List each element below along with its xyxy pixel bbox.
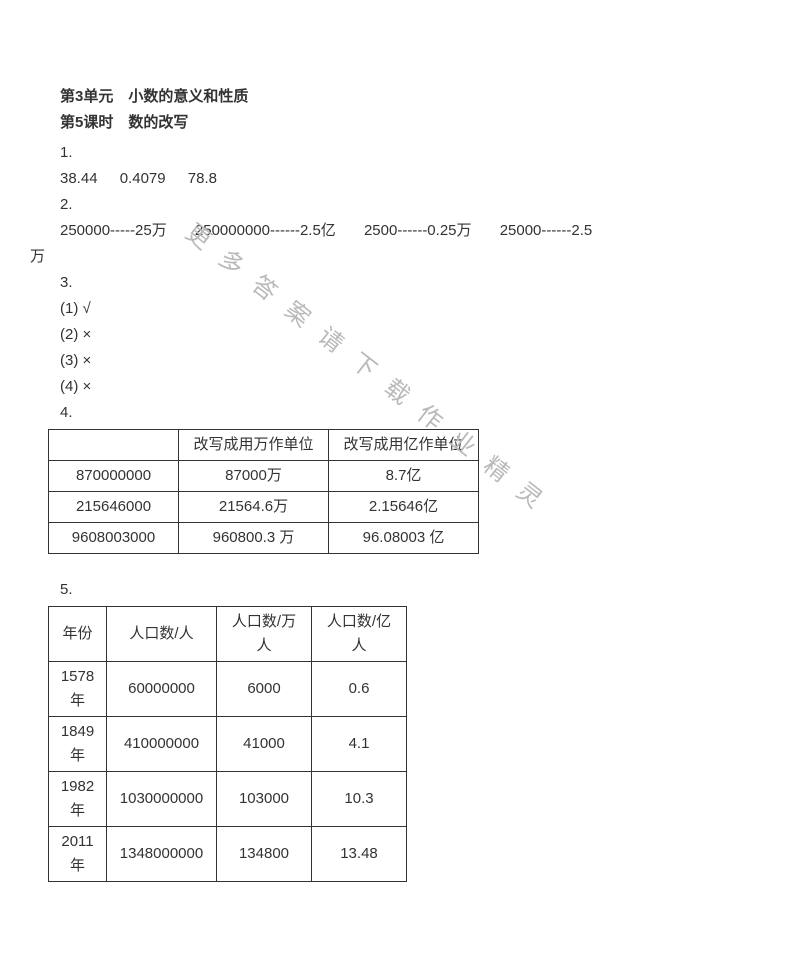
table-cell: 87000万 [179, 461, 329, 492]
table-header: 改写成用万作单位 [179, 430, 329, 461]
table-cell: 134800 [217, 827, 312, 882]
q2-pair: 25000------2.5 [500, 222, 593, 239]
table-cell: 4.1 [312, 717, 407, 772]
lesson-heading: 第5课时 数的改写 [60, 111, 770, 135]
q1-value: 0.4079 [120, 170, 166, 187]
question-2-trailing: 万 [30, 245, 770, 269]
table-cell: 410000000 [107, 717, 217, 772]
question-2-number: 2. [60, 193, 770, 217]
question-1-answers: 38.44 0.4079 78.8 [60, 167, 770, 191]
table-cell: 1982年 [49, 772, 107, 827]
table-header [49, 430, 179, 461]
table-cell: 1348000000 [107, 827, 217, 882]
table-cell: 10.3 [312, 772, 407, 827]
question-5-number: 5. [60, 578, 770, 602]
q3-item: (4) × [60, 375, 770, 399]
table-cell: 2.15646亿 [329, 492, 479, 523]
q1-value: 78.8 [188, 170, 217, 187]
q3-item: (2) × [60, 323, 770, 347]
table-header: 人口数/亿人 [312, 607, 407, 662]
document-content: 第3单元 小数的意义和性质 第5课时 数的改写 1. 38.44 0.4079 … [0, 0, 800, 912]
table-cell: 1849年 [49, 717, 107, 772]
q3-item: (1) √ [60, 297, 770, 321]
table-cell: 60000000 [107, 662, 217, 717]
table-cell: 870000000 [49, 461, 179, 492]
table-cell: 13.48 [312, 827, 407, 882]
table-cell: 0.6 [312, 662, 407, 717]
table-cell: 960800.3 万 [179, 523, 329, 554]
question-3-number: 3. [60, 271, 770, 295]
q1-value: 38.44 [60, 170, 98, 187]
table-header: 人口数/人 [107, 607, 217, 662]
q2-pair: 250000000------2.5亿 [195, 222, 336, 239]
table-row: 1578年 60000000 6000 0.6 [49, 662, 407, 717]
table-cell: 6000 [217, 662, 312, 717]
q2-pair: 250000-----25万 [60, 222, 167, 239]
table-cell: 8.7亿 [329, 461, 479, 492]
table-row: 年份 人口数/人 人口数/万人 人口数/亿人 [49, 607, 407, 662]
question-1-number: 1. [60, 141, 770, 165]
table-header: 年份 [49, 607, 107, 662]
table-cell: 21564.6万 [179, 492, 329, 523]
table-row: 1849年 410000000 41000 4.1 [49, 717, 407, 772]
table-q5: 年份 人口数/人 人口数/万人 人口数/亿人 1578年 60000000 60… [48, 606, 407, 882]
unit-heading: 第3单元 小数的意义和性质 [60, 85, 770, 109]
table-cell: 1578年 [49, 662, 107, 717]
table-row: 215646000 21564.6万 2.15646亿 [49, 492, 479, 523]
table-cell: 41000 [217, 717, 312, 772]
table-row: 9608003000 960800.3 万 96.08003 亿 [49, 523, 479, 554]
question-4-number: 4. [60, 401, 770, 425]
table-header: 人口数/万人 [217, 607, 312, 662]
table-cell: 103000 [217, 772, 312, 827]
table-q4: 改写成用万作单位 改写成用亿作单位 870000000 87000万 8.7亿 … [48, 429, 479, 554]
table-row: 2011年 1348000000 134800 13.48 [49, 827, 407, 882]
table-cell: 9608003000 [49, 523, 179, 554]
table-row: 改写成用万作单位 改写成用亿作单位 [49, 430, 479, 461]
table-cell: 2011年 [49, 827, 107, 882]
table-cell: 1030000000 [107, 772, 217, 827]
q2-pair: 2500------0.25万 [364, 222, 472, 239]
table-header: 改写成用亿作单位 [329, 430, 479, 461]
table-cell: 215646000 [49, 492, 179, 523]
table-row: 870000000 87000万 8.7亿 [49, 461, 479, 492]
table-row: 1982年 1030000000 103000 10.3 [49, 772, 407, 827]
table-cell: 96.08003 亿 [329, 523, 479, 554]
q3-item: (3) × [60, 349, 770, 373]
question-2-answers: 250000-----25万 250000000------2.5亿 2500-… [60, 219, 770, 243]
